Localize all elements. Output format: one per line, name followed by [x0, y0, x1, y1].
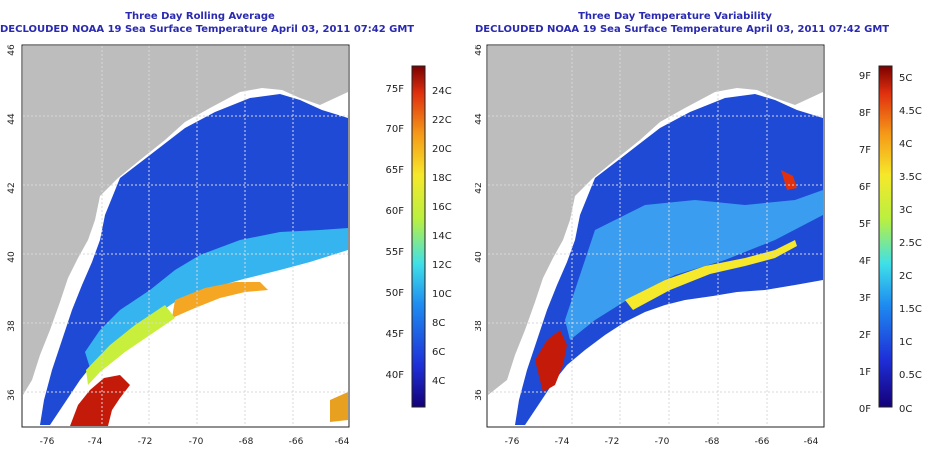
x-tick: -76 [40, 437, 55, 447]
colorbar-c-label: 6C [432, 347, 445, 358]
x-tick: -64 [804, 437, 819, 447]
left-panel: Three Day Rolling Average DECLOUDED NOAA… [0, 11, 452, 447]
y-tick: 44 [475, 113, 484, 125]
colorbar-c-label: 1.5C [899, 304, 922, 315]
y-tick: 40 [7, 251, 17, 263]
colorbar-f-label: 75F [386, 84, 405, 95]
x-tick: -74 [555, 437, 570, 447]
colorbar-f-label: 4F [859, 256, 871, 267]
x-tick: -68 [705, 437, 720, 447]
x-tick: -66 [289, 437, 304, 447]
colorbar-f-label: 65F [386, 165, 405, 176]
colorbar-f-label: 2F [859, 330, 871, 341]
x-tick: -70 [189, 437, 204, 447]
colorbar-c-label: 10C [432, 289, 452, 300]
colorbar-f-labels: 0F 1F 2F 3F 4F 5F 6F 7F 8F 9F [859, 71, 871, 415]
colorbar-c-label: 0.5C [899, 370, 922, 381]
y-tick: 46 [7, 44, 17, 56]
colorbar-f-label: 55F [386, 247, 405, 258]
colorbar-f-label: 7F [859, 145, 871, 156]
y-tick: 36 [7, 389, 17, 401]
right-map: -76 -74 -72 -70 -68 -66 -64 36 38 40 42 … [475, 44, 922, 447]
right-title: Three Day Temperature Variability [578, 11, 772, 22]
colorbar-f-label: 1F [859, 367, 871, 378]
colorbar-c-label: 20C [432, 144, 452, 155]
x-axis-ticks: -76 -74 -72 -70 -68 -66 -64 [505, 437, 819, 447]
colorbar-c-label: 2C [899, 271, 912, 282]
x-tick: -74 [88, 437, 103, 447]
y-tick: 40 [475, 251, 484, 263]
front-high-variability [625, 240, 797, 310]
colorbar [411, 65, 426, 408]
colorbar-c-label: 1C [899, 337, 912, 348]
y-tick: 38 [475, 320, 484, 332]
colorbar-f-label: 40F [386, 370, 405, 381]
colorbar-c-label: 24C [432, 86, 452, 97]
colorbar-c-label: 4C [899, 139, 912, 150]
left-subtitle: DECLOUDED NOAA 19 Sea Surface Temperatur… [0, 24, 415, 35]
colorbar-c-label: 3.5C [899, 172, 922, 183]
warm-patch [330, 392, 348, 422]
y-tick: 44 [7, 113, 17, 125]
gulf-stream-variability [535, 330, 567, 392]
y-tick: 46 [475, 44, 484, 56]
gridlines [23, 46, 348, 426]
colorbar-f-label: 5F [859, 219, 871, 230]
colorbar-c-labels: 0C 0.5C 1C 1.5C 2C 2.5C 3C 3.5C 4C 4.5C … [899, 73, 922, 415]
y-tick: 36 [475, 389, 484, 401]
warm-front [172, 282, 268, 318]
colorbar-f-label: 60F [386, 206, 405, 217]
colorbar-f-label: 9F [859, 71, 871, 82]
y-tick: 42 [475, 182, 484, 193]
colorbar-f-label: 6F [859, 182, 871, 193]
left-map: -76 -74 -72 -70 -68 -66 -64 36 38 40 42 … [7, 44, 452, 447]
colorbar [878, 65, 893, 408]
y-tick: 42 [7, 182, 17, 193]
colorbar-f-labels: 40F 45F 50F 55F 60F 65F 70F 75F [386, 84, 405, 381]
left-title: Three Day Rolling Average [125, 11, 275, 22]
colorbar-f-label: 0F [859, 404, 871, 415]
colorbar-c-label: 18C [432, 173, 452, 184]
land-mass [23, 46, 348, 395]
colorbar-c-label: 8C [432, 318, 445, 329]
y-axis-ticks: 36 38 40 42 44 46 [475, 44, 484, 401]
colorbar-c-label: 2.5C [899, 238, 922, 249]
colorbar-f-label: 8F [859, 108, 871, 119]
yellow-band [86, 305, 175, 385]
colorbar-f-label: 3F [859, 293, 871, 304]
colorbar-c-label: 3C [899, 205, 912, 216]
colorbar-f-label: 45F [386, 329, 405, 340]
x-tick: -76 [505, 437, 520, 447]
colorbar-c-label: 22C [432, 115, 452, 126]
colorbar-c-label: 12C [432, 260, 452, 271]
x-tick: -72 [605, 437, 620, 447]
moderate-variability [565, 190, 823, 340]
y-tick: 38 [7, 320, 17, 332]
colorbar-c-labels: 4C 6C 8C 10C 12C 14C 16C 18C 20C 22C 24C [432, 86, 452, 387]
colorbar-c-label: 4C [432, 376, 445, 387]
right-subtitle: DECLOUDED NOAA 19 Sea Surface Temperatur… [475, 24, 890, 35]
x-tick: -72 [138, 437, 153, 447]
colorbar-c-label: 4.5C [899, 106, 922, 117]
gulf-stream [70, 375, 130, 426]
x-tick: -66 [755, 437, 770, 447]
shelf-water [85, 228, 348, 368]
colorbar-c-label: 5C [899, 73, 912, 84]
colorbar-f-label: 50F [386, 288, 405, 299]
gridlines [488, 46, 823, 426]
right-panel: Three Day Temperature Variability DECLOU… [475, 0, 950, 475]
colorbar-c-label: 0C [899, 404, 912, 415]
colorbar-f-label: 70F [386, 124, 405, 135]
colorbar-c-label: 16C [432, 202, 452, 213]
y-axis-ticks: 36 38 40 42 44 46 [7, 44, 17, 401]
land-mass [488, 46, 823, 395]
x-tick: -70 [655, 437, 670, 447]
x-tick: -64 [335, 437, 350, 447]
colorbar-c-label: 14C [432, 231, 452, 242]
x-tick: -68 [239, 437, 254, 447]
x-axis-ticks: -76 -74 -72 -70 -68 -66 -64 [40, 437, 350, 447]
